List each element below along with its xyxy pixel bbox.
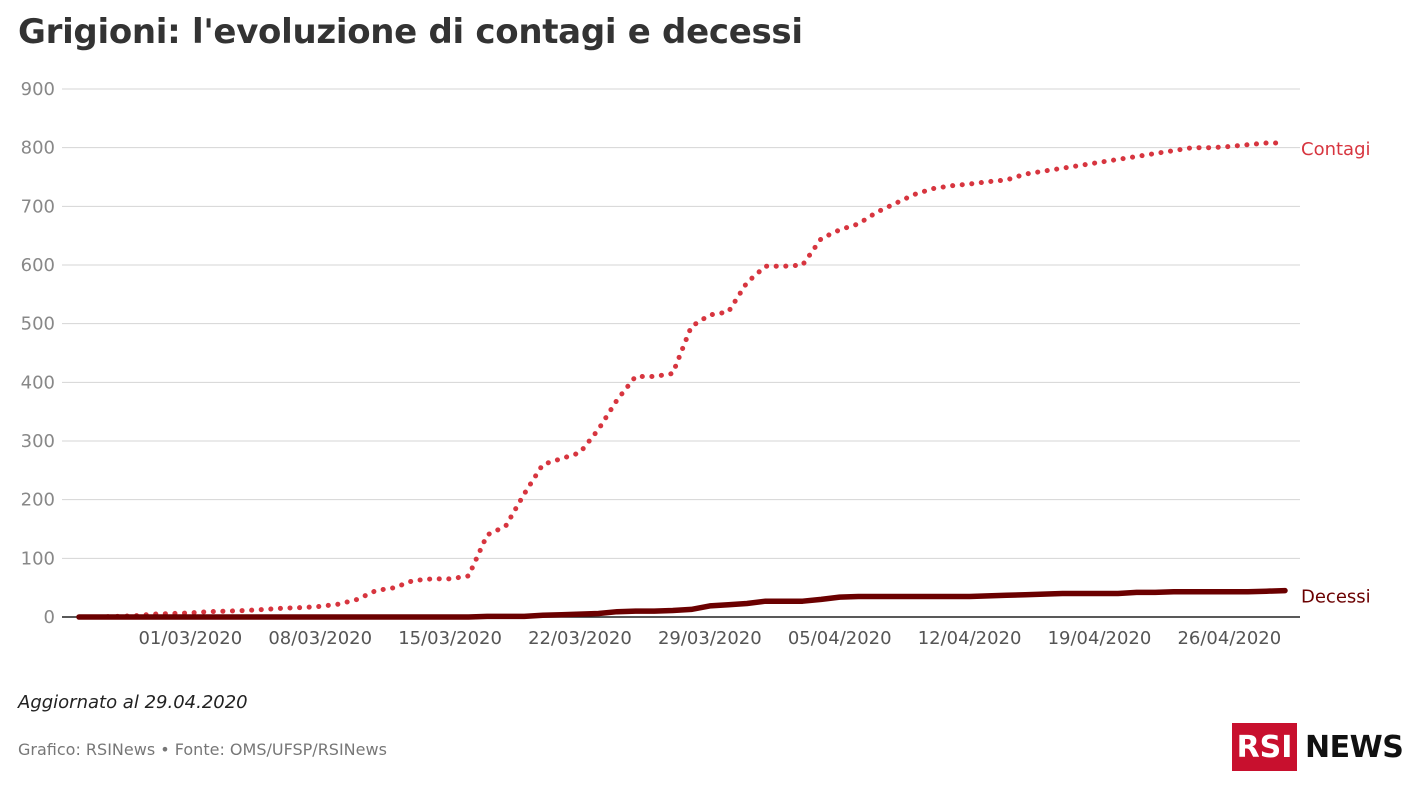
chart-title: Grigioni: l'evoluzione di contagi e dece… xyxy=(18,12,803,52)
x-tick-label: 08/03/2020 xyxy=(268,628,372,649)
x-axis-ticks: 01/03/2020 08/03/2020 15/03/2020 22/03/2020… xyxy=(138,628,1281,649)
y-tick-label: 300 xyxy=(21,431,55,452)
y-tick-label: 0 xyxy=(44,607,55,628)
series-line-decessi xyxy=(76,587,1288,620)
grid-lines xyxy=(62,88,1300,559)
y-tick-label: 200 xyxy=(21,490,55,511)
series-line-contagi xyxy=(76,140,1288,620)
series-label-decessi: Decessi xyxy=(1301,587,1371,608)
rsi-news-logo: RSI NEWS xyxy=(1232,723,1404,771)
x-tick-label: 15/03/2020 xyxy=(398,628,502,649)
series-labels: Contagi Decessi xyxy=(1301,139,1371,608)
logo-rsi: RSI xyxy=(1232,723,1297,771)
series-label-contagi: Contagi xyxy=(1301,139,1371,160)
y-tick-label: 600 xyxy=(21,255,55,276)
y-tick-label: 100 xyxy=(21,548,55,569)
x-tick-label: 26/04/2020 xyxy=(1177,628,1281,649)
series-group xyxy=(76,140,1288,620)
x-tick-label: 22/03/2020 xyxy=(528,628,632,649)
source-note: Grafico: RSINews • Fonte: OMS/UFSP/RSINe… xyxy=(18,740,387,759)
y-tick-label: 400 xyxy=(21,372,55,393)
x-tick-label: 29/03/2020 xyxy=(658,628,762,649)
x-tick-label: 01/03/2020 xyxy=(138,628,242,649)
y-tick-label: 500 xyxy=(21,314,55,335)
x-tick-label: 12/04/2020 xyxy=(918,628,1022,649)
updated-note: Aggiornato al 29.04.2020 xyxy=(18,692,248,713)
x-tick-label: 19/04/2020 xyxy=(1048,628,1152,649)
y-tick-label: 900 xyxy=(21,79,55,100)
y-axis-ticks: 0 100 200 300 400 500 600 700 800 900 xyxy=(21,79,55,628)
y-tick-label: 700 xyxy=(21,196,55,217)
y-tick-label: 800 xyxy=(21,138,55,159)
logo-news: NEWS xyxy=(1305,729,1404,765)
x-tick-label: 05/04/2020 xyxy=(788,628,892,649)
